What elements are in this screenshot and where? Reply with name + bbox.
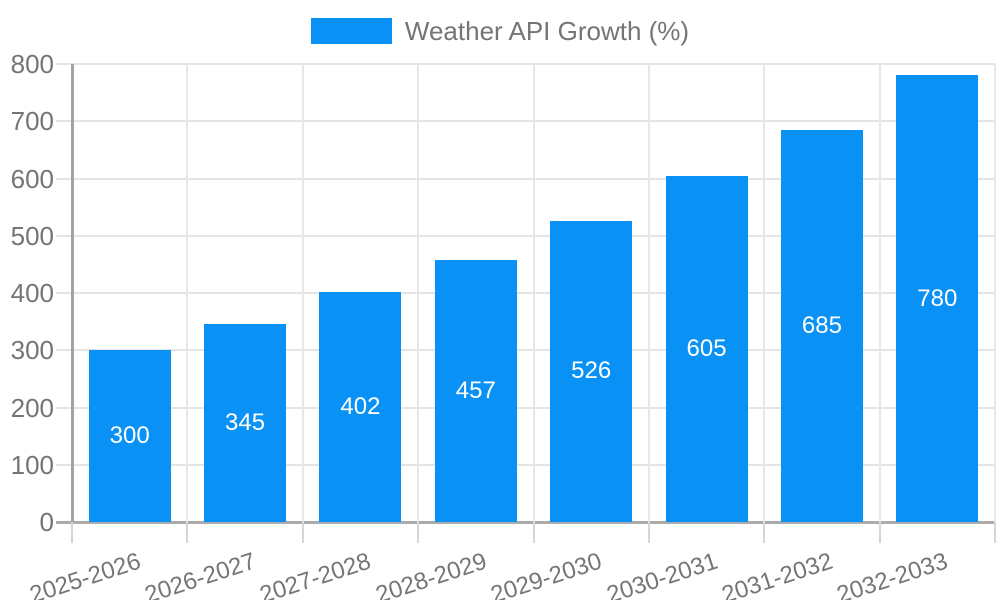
v-gridline: [878, 64, 881, 522]
bar-value-label: 300: [109, 422, 150, 450]
h-gridline: [56, 292, 995, 294]
x-axis-tick-mark: [301, 522, 304, 543]
legend-label: Weather API Growth (%): [404, 16, 690, 46]
bar-value-label: 685: [801, 311, 842, 339]
h-gridline: [56, 406, 995, 409]
legend-item[interactable]: Weather API Growth (%): [0, 16, 1000, 46]
bar-value-label: 526: [571, 357, 612, 385]
y-axis-tick-label: 100: [10, 449, 54, 480]
bar[interactable]: 605: [665, 175, 748, 522]
bar[interactable]: 457: [434, 260, 517, 522]
bar-value-label: 605: [686, 334, 727, 362]
bar-value-label: 457: [455, 377, 496, 405]
v-gridline: [417, 64, 420, 522]
y-axis-tick-label: 700: [10, 106, 54, 137]
y-axis-line: [71, 64, 74, 522]
h-gridline: [56, 120, 995, 123]
bar[interactable]: 345: [204, 324, 286, 522]
x-axis-tick-mark: [878, 522, 881, 543]
y-axis-tick-label: 400: [10, 278, 54, 308]
y-axis-tick-label: 200: [10, 392, 54, 423]
y-axis-tick-label: 500: [10, 220, 54, 251]
x-axis-tick-mark: [647, 522, 650, 543]
h-gridline: [56, 177, 995, 180]
bar[interactable]: 685: [780, 129, 863, 522]
v-gridline: [994, 64, 996, 522]
plot-area: 0 100 200 300 400 500 600 700 800 300 345 402 457 526…: [11, 49, 996, 600]
bar[interactable]: 526: [550, 220, 633, 522]
bar[interactable]: 300: [88, 350, 171, 522]
x-axis-tick-mark: [71, 522, 73, 543]
bar-value-label: 402: [340, 392, 381, 420]
bar[interactable]: 402: [319, 291, 402, 522]
y-axis-tick-label: 600: [10, 163, 54, 194]
x-axis-line: [56, 521, 995, 524]
y-axis-tick-label: 0: [39, 507, 54, 537]
bar[interactable]: 780: [896, 75, 979, 522]
x-axis-tick-mark: [417, 522, 420, 543]
x-axis-tick-mark: [186, 522, 189, 543]
x-axis-tick-mark: [763, 522, 766, 543]
v-gridline: [301, 64, 304, 522]
x-axis-tick-mark: [532, 522, 535, 543]
v-gridline: [647, 64, 650, 522]
v-gridline: [763, 64, 766, 522]
bar-value-label: 780: [917, 284, 958, 312]
bar-value-label: 345: [225, 409, 266, 437]
h-gridline: [56, 234, 995, 237]
legend-swatch-icon: [310, 18, 392, 44]
h-gridline: [56, 463, 995, 466]
v-gridline: [186, 64, 189, 522]
x-axis-tick-mark: [994, 522, 996, 543]
y-axis-tick-label: 800: [10, 49, 54, 79]
v-gridline: [532, 64, 535, 522]
h-gridline: [56, 349, 995, 352]
h-gridline: [56, 63, 995, 65]
y-axis-tick-label: 300: [10, 335, 54, 366]
